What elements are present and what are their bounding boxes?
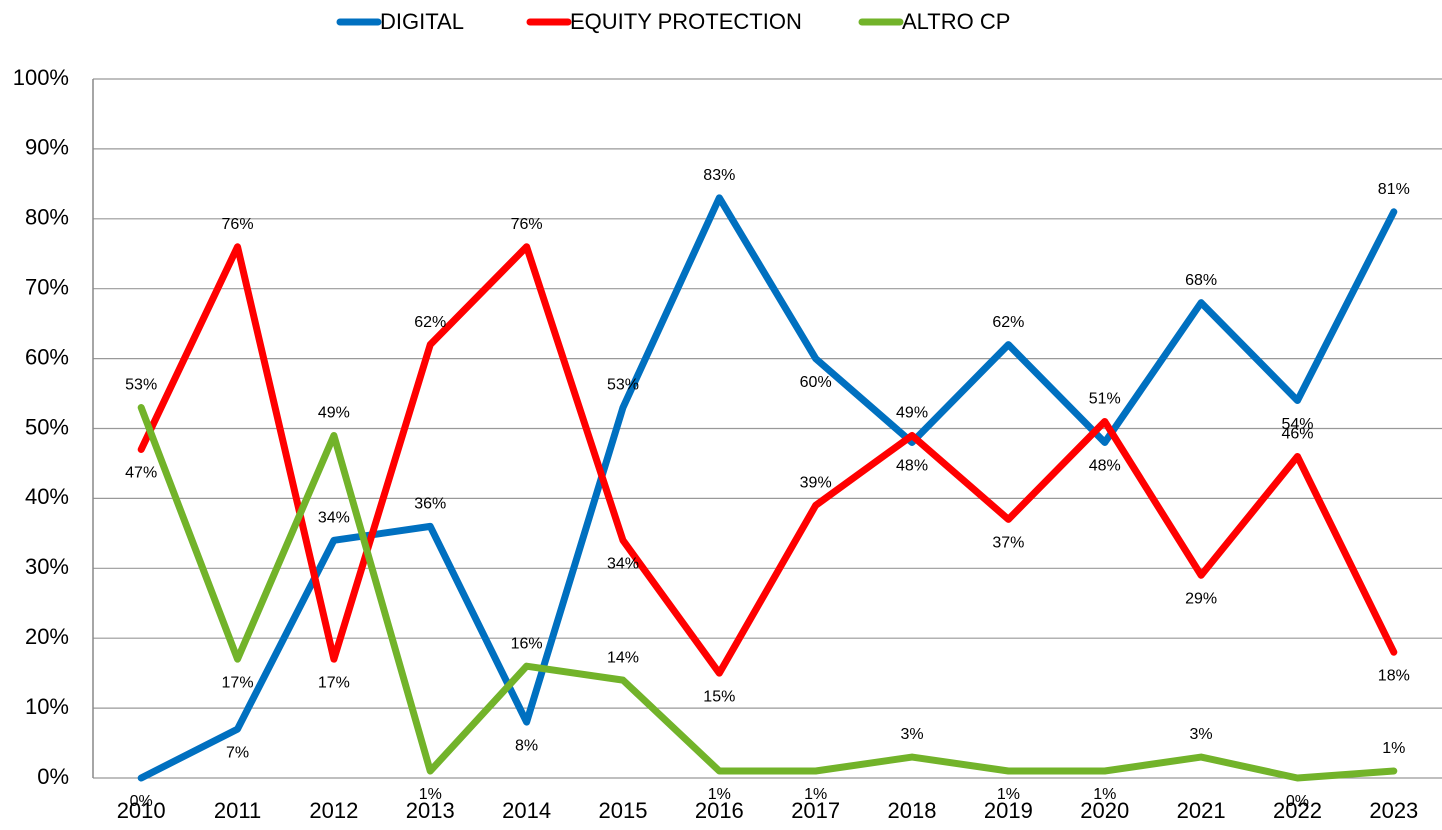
data-label: 37% — [992, 535, 1024, 552]
y-tick-label: 0% — [37, 764, 69, 789]
y-tick-label: 100% — [13, 65, 69, 90]
data-label: 17% — [222, 674, 254, 691]
x-tick-label: 2018 — [888, 798, 937, 823]
data-label: 3% — [1190, 726, 1213, 743]
data-label: 47% — [125, 465, 157, 482]
data-label: 49% — [896, 405, 928, 422]
y-tick-label: 50% — [25, 414, 69, 439]
x-tick-label: 2010 — [117, 798, 166, 823]
data-label: 1% — [1382, 740, 1405, 757]
x-tick-label: 2012 — [309, 798, 358, 823]
y-tick-label: 60% — [25, 344, 69, 369]
data-label: 1% — [419, 786, 442, 803]
y-tick-label: 80% — [25, 205, 69, 230]
x-tick-label: 2013 — [406, 798, 455, 823]
data-label: 48% — [896, 458, 928, 475]
series-line — [137, 243, 1398, 677]
x-tick-label: 2021 — [1177, 798, 1226, 823]
data-label: 60% — [800, 374, 832, 391]
data-label: 76% — [511, 216, 543, 233]
data-label: 14% — [607, 649, 639, 666]
data-label: 8% — [515, 737, 538, 754]
data-label: 51% — [1089, 391, 1121, 408]
data-label: 15% — [703, 688, 735, 705]
x-tick-label: 2017 — [791, 798, 840, 823]
y-tick-label: 70% — [25, 275, 69, 300]
data-label: 16% — [511, 635, 543, 652]
data-label: 34% — [607, 556, 639, 573]
x-tick-label: 2015 — [598, 798, 647, 823]
data-label: 1% — [804, 786, 827, 803]
y-tick-label: 40% — [25, 484, 69, 509]
legend-label: EQUITY PROTECTION — [570, 9, 802, 34]
data-label: 46% — [1281, 426, 1313, 443]
data-label: 54% — [1281, 416, 1313, 433]
y-tick-label: 10% — [25, 694, 69, 719]
data-label: 0% — [130, 793, 153, 810]
x-tick-label: 2022 — [1273, 798, 1322, 823]
data-label: 81% — [1378, 181, 1410, 198]
data-label: 7% — [226, 744, 249, 761]
data-label: 36% — [414, 496, 446, 513]
legend-label: DIGITAL — [380, 9, 464, 34]
legend-label: ALTRO CP — [902, 9, 1010, 34]
data-label: 53% — [125, 377, 157, 394]
data-label: 48% — [1089, 458, 1121, 475]
data-label: 83% — [703, 167, 735, 184]
x-tick-label: 2014 — [502, 798, 551, 823]
y-tick-label: 30% — [25, 554, 69, 579]
x-tick-label: 2020 — [1080, 798, 1129, 823]
data-label: 1% — [1093, 786, 1116, 803]
x-tick-label: 2023 — [1369, 798, 1418, 823]
series-line — [137, 194, 1398, 782]
y-tick-label: 90% — [25, 135, 69, 160]
data-label: 3% — [900, 726, 923, 743]
data-label: 0% — [1286, 793, 1309, 810]
x-tick-label: 2016 — [695, 798, 744, 823]
data-label: 1% — [997, 786, 1020, 803]
data-label: 62% — [414, 314, 446, 331]
series-line — [137, 404, 1398, 782]
data-label: 1% — [708, 786, 731, 803]
data-label: 76% — [222, 216, 254, 233]
data-label: 18% — [1378, 667, 1410, 684]
data-label: 39% — [800, 475, 832, 492]
data-label: 62% — [992, 314, 1024, 331]
data-label: 68% — [1185, 272, 1217, 289]
data-label: 17% — [318, 674, 350, 691]
x-tick-label: 2011 — [214, 798, 261, 823]
data-label: 34% — [318, 510, 350, 527]
data-label: 49% — [318, 405, 350, 422]
data-label: 29% — [1185, 591, 1217, 608]
x-tick-label: 2019 — [984, 798, 1033, 823]
data-label: 53% — [607, 377, 639, 394]
y-tick-label: 20% — [25, 624, 69, 649]
